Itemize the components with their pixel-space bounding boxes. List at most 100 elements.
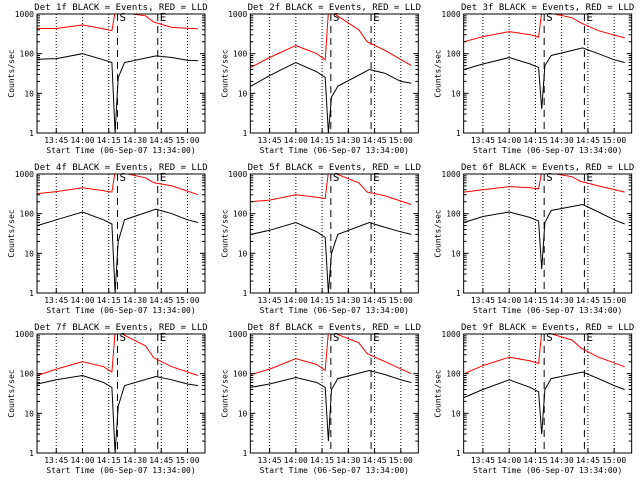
y-tick-label: 10 bbox=[238, 409, 248, 418]
marker-label-e: E bbox=[586, 11, 593, 24]
panel-title: Det 1f BLACK = Events, RED = LLD bbox=[34, 3, 207, 13]
x-axis-label: Start Time (06-Sep-07 13:34:00) bbox=[473, 146, 622, 155]
y-tick-label: 1000 bbox=[228, 170, 247, 179]
marker-label-e: E bbox=[160, 331, 167, 344]
marker-label-s: S bbox=[333, 171, 340, 184]
x-tick-label: 14:30 bbox=[550, 296, 574, 305]
x-axis-label: Start Time (06-Sep-07 13:34:00) bbox=[473, 306, 622, 315]
x-tick-label: 14:00 bbox=[497, 136, 521, 145]
panel-title: Det 9f BLACK = Events, RED = LLD bbox=[461, 323, 634, 333]
plot-frame bbox=[463, 173, 633, 294]
x-tick-label: 15:00 bbox=[175, 136, 199, 145]
series-lld bbox=[463, 174, 625, 193]
x-tick-label: 14:45 bbox=[149, 296, 173, 305]
x-tick-label: 15:00 bbox=[175, 296, 199, 305]
y-axis-label: Counts/sec bbox=[7, 209, 16, 257]
x-tick-label: 14:00 bbox=[497, 456, 521, 465]
marker-label-s: S bbox=[546, 171, 553, 184]
y-tick-label: 1000 bbox=[228, 10, 247, 19]
series-lld bbox=[250, 174, 412, 205]
x-tick-label: 13:45 bbox=[471, 136, 495, 145]
y-tick-label: 1 bbox=[243, 289, 248, 298]
y-tick-label: 100 bbox=[20, 370, 35, 379]
x-tick-label: 14:30 bbox=[336, 296, 360, 305]
panel-title: Det 6f BLACK = Events, RED = LLD bbox=[461, 163, 634, 173]
x-axis-label: Start Time (06-Sep-07 13:34:00) bbox=[260, 146, 409, 155]
x-axis-label: Start Time (06-Sep-07 13:34:00) bbox=[260, 466, 409, 475]
y-tick-label: 10 bbox=[451, 249, 461, 258]
y-tick-label: 10 bbox=[451, 89, 461, 98]
x-axis-label: Start Time (06-Sep-07 13:34:00) bbox=[46, 146, 195, 155]
x-tick-label: 13:45 bbox=[471, 456, 495, 465]
series-lld bbox=[37, 174, 199, 196]
x-axis-label: Start Time (06-Sep-07 13:34:00) bbox=[260, 306, 409, 315]
x-axis-label: Start Time (06-Sep-07 13:34:00) bbox=[46, 466, 195, 475]
x-tick-label: 14:30 bbox=[550, 456, 574, 465]
series-events bbox=[463, 47, 625, 110]
y-tick-label: 1 bbox=[243, 449, 248, 458]
x-tick-label: 14:30 bbox=[336, 136, 360, 145]
y-tick-label: 10 bbox=[24, 409, 34, 418]
y-tick-label: 1 bbox=[29, 449, 34, 458]
x-tick-label: 14:45 bbox=[149, 456, 173, 465]
plot-frame bbox=[36, 333, 206, 454]
y-tick-label: 1000 bbox=[15, 170, 34, 179]
y-tick-label: 1 bbox=[456, 129, 461, 138]
y-tick-label: 10 bbox=[238, 89, 248, 98]
series-lld bbox=[463, 334, 625, 375]
x-tick-label: 13:45 bbox=[44, 456, 68, 465]
plot-frame bbox=[249, 13, 419, 134]
series-lld bbox=[463, 14, 625, 43]
marker-label-e: E bbox=[160, 11, 167, 24]
x-axis-label: Start Time (06-Sep-07 13:34:00) bbox=[46, 306, 195, 315]
x-tick-label: 13:45 bbox=[471, 296, 495, 305]
panel-title: Det 4f BLACK = Events, RED = LLD bbox=[34, 163, 207, 173]
y-axis-label: Counts/sec bbox=[7, 49, 16, 97]
x-tick-label: 15:00 bbox=[389, 456, 413, 465]
x-tick-label: 14:00 bbox=[70, 296, 94, 305]
series-events bbox=[463, 203, 625, 270]
x-tick-label: 13:45 bbox=[44, 296, 68, 305]
plot-frame bbox=[463, 13, 633, 134]
x-tick-label: 14:45 bbox=[576, 296, 600, 305]
series-events bbox=[250, 61, 412, 133]
y-axis-label: Counts/sec bbox=[220, 369, 229, 417]
marker-label-s: S bbox=[546, 11, 553, 24]
x-tick-label: 14:15 bbox=[523, 456, 547, 465]
x-tick-label: 13:45 bbox=[44, 136, 68, 145]
panel-title: Det 8f BLACK = Events, RED = LLD bbox=[248, 323, 421, 333]
marker-label-s: S bbox=[120, 171, 127, 184]
y-axis-label: Counts/sec bbox=[434, 49, 443, 97]
y-tick-label: 10 bbox=[451, 409, 461, 418]
y-tick-label: 1000 bbox=[15, 10, 34, 19]
x-tick-label: 14:30 bbox=[123, 296, 147, 305]
series-events bbox=[250, 221, 412, 293]
x-tick-label: 14:45 bbox=[149, 136, 173, 145]
plot-frame bbox=[249, 333, 419, 454]
marker-label-e: E bbox=[586, 331, 593, 344]
series-events bbox=[37, 53, 199, 133]
x-tick-label: 14:15 bbox=[310, 296, 334, 305]
y-axis-label: Counts/sec bbox=[220, 49, 229, 97]
x-tick-label: 14:45 bbox=[363, 136, 387, 145]
x-tick-label: 14:15 bbox=[310, 136, 334, 145]
y-axis-label: Counts/sec bbox=[220, 209, 229, 257]
y-tick-label: 1000 bbox=[441, 170, 460, 179]
series-lld bbox=[250, 14, 412, 68]
x-tick-label: 14:30 bbox=[550, 136, 574, 145]
x-tick-label: 13:45 bbox=[258, 136, 282, 145]
y-axis-label: Counts/sec bbox=[7, 369, 16, 417]
y-tick-label: 100 bbox=[446, 50, 461, 59]
y-tick-label: 1000 bbox=[15, 330, 34, 339]
marker-label-e: E bbox=[373, 171, 380, 184]
marker-label-s: S bbox=[120, 331, 127, 344]
x-tick-label: 15:00 bbox=[389, 296, 413, 305]
x-tick-label: 14:15 bbox=[97, 456, 121, 465]
y-tick-label: 1 bbox=[456, 289, 461, 298]
